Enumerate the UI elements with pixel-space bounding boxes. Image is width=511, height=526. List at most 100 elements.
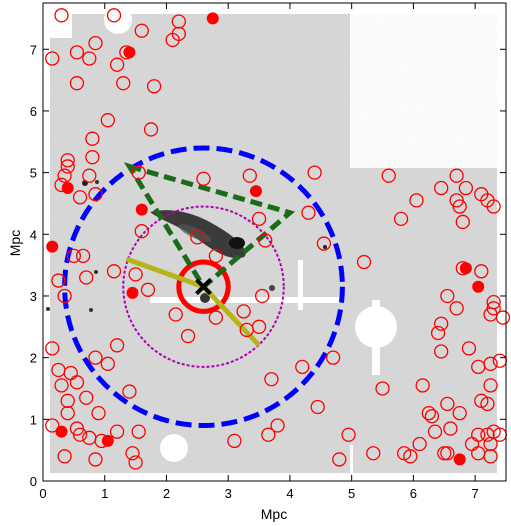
- open-point: [75, 248, 91, 264]
- open-point: [106, 264, 122, 279]
- open-point: [79, 390, 94, 405]
- center-x-stroke: [195, 278, 212, 296]
- x-axis-ticks: 0 1 2 3 4 5 6 7: [39, 3, 479, 501]
- open-point: [434, 180, 449, 196]
- open-point: [131, 424, 146, 439]
- open-point: [434, 344, 449, 359]
- y-axis-ticks: 0 1 2 3 4 5 6 7: [30, 42, 506, 489]
- x-tick-label: 0: [39, 486, 46, 501]
- open-point: [45, 51, 60, 66]
- open-point: [143, 122, 159, 137]
- x-tick-label: 2: [163, 486, 170, 501]
- open-point: [227, 433, 242, 449]
- open-point: [486, 301, 501, 316]
- open-point: [270, 418, 285, 433]
- open-point: [483, 436, 498, 452]
- filled-point: [453, 453, 466, 466]
- y-tick-label: 5: [30, 166, 37, 181]
- filled-point: [46, 240, 59, 253]
- open-point: [51, 273, 66, 288]
- open-point: [403, 449, 418, 464]
- open-point: [366, 446, 381, 461]
- open-point: [449, 301, 464, 316]
- open-point: [437, 446, 452, 461]
- filled-point: [206, 12, 219, 25]
- filled-point: [472, 280, 485, 293]
- open-point: [461, 341, 477, 356]
- y-tick-label: 4: [30, 227, 37, 242]
- open-point: [190, 230, 205, 245]
- open-point: [122, 384, 137, 399]
- open-point: [88, 35, 103, 51]
- open-point: [242, 168, 257, 183]
- solid-circle-overlay: [176, 259, 231, 314]
- open-point: [100, 356, 115, 371]
- open-point: [427, 424, 443, 439]
- filled-point: [61, 182, 74, 195]
- open-point: [66, 248, 82, 264]
- cluster-center-marker: [195, 278, 212, 296]
- open-point: [85, 131, 100, 146]
- y-tick-label: 3: [30, 289, 37, 304]
- open-point: [128, 267, 143, 282]
- open-point: [495, 310, 511, 325]
- open-point: [258, 233, 273, 248]
- open-point: [251, 211, 267, 227]
- open-point: [409, 193, 424, 208]
- open-point: [480, 396, 495, 412]
- open-point: [45, 341, 60, 356]
- open-point: [165, 32, 180, 48]
- galaxy-points: [45, 8, 511, 470]
- open-point: [134, 224, 149, 239]
- open-point: [251, 319, 267, 334]
- open-point: [424, 409, 440, 424]
- y-tick-label: 1: [30, 412, 37, 427]
- filled-point: [249, 185, 262, 198]
- open-point: [356, 254, 372, 270]
- x-tick-label: 6: [410, 486, 417, 501]
- open-point: [88, 350, 103, 365]
- open-point: [79, 270, 94, 285]
- open-point: [85, 150, 100, 165]
- open-point: [434, 316, 449, 331]
- filled-point: [101, 434, 114, 447]
- open-point: [412, 436, 427, 452]
- filled-point: [123, 46, 136, 59]
- dashed-circle-overlay: [62, 145, 345, 428]
- open-point: [236, 304, 251, 319]
- x-tick-label: 1: [101, 486, 108, 501]
- open-point: [196, 171, 211, 186]
- open-point: [449, 168, 464, 183]
- triangle-overlay: [123, 162, 296, 291]
- open-point: [57, 168, 72, 183]
- open-point: [483, 378, 498, 393]
- open-point: [88, 452, 103, 467]
- open-point: [440, 396, 455, 412]
- open-point: [458, 180, 474, 196]
- open-point: [131, 165, 146, 180]
- x-tick-label: 4: [286, 486, 293, 501]
- open-point: [430, 325, 446, 341]
- open-point: [109, 57, 125, 72]
- open-point: [128, 455, 143, 470]
- open-point: [60, 159, 75, 174]
- open-point: [307, 165, 322, 180]
- open-point: [72, 190, 88, 205]
- plot-frame: [42, 2, 507, 482]
- open-point: [57, 449, 72, 464]
- open-point: [109, 338, 125, 353]
- open-point: [91, 406, 106, 421]
- open-point: [440, 288, 455, 304]
- y-tick-label: 0: [30, 474, 37, 489]
- open-point: [486, 199, 501, 214]
- open-point: [134, 23, 149, 38]
- open-point: [60, 393, 75, 408]
- open-point: [69, 45, 85, 60]
- open-point: [106, 8, 122, 23]
- open-point: [316, 236, 332, 251]
- open-point: [332, 452, 347, 467]
- open-point: [60, 153, 75, 168]
- open-point: [82, 51, 97, 66]
- open-point: [171, 14, 186, 29]
